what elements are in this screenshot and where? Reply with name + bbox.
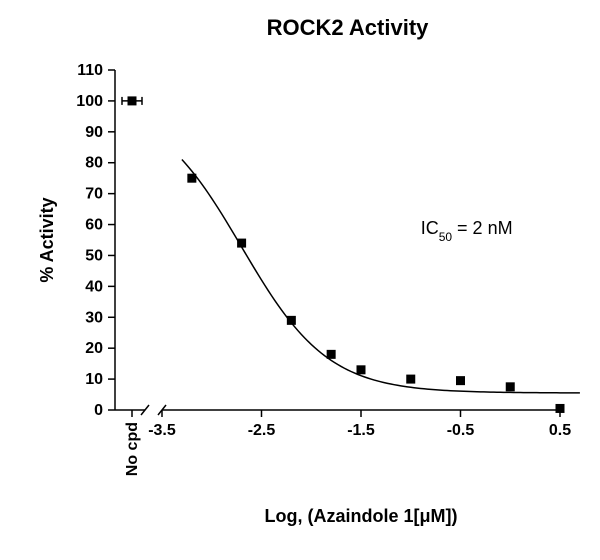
x-tick-label: -3.5 — [148, 422, 176, 439]
data-marker — [456, 376, 465, 385]
y-tick-label: 110 — [77, 62, 103, 79]
fit-curve — [182, 160, 580, 393]
ic50-annotation: IC50 = 2 nM — [421, 218, 513, 244]
y-tick-label: 40 — [85, 278, 103, 295]
y-tick-label: 100 — [76, 93, 103, 110]
y-tick-label: 80 — [85, 155, 103, 172]
x-axis-label: Log, (Azaindole 1[μM]) — [265, 506, 458, 526]
y-tick-label: 20 — [85, 340, 103, 357]
chart-svg: ROCK2 Activity 0 10 20 30 40 50 60 70 80 90 100 110%… — [0, 0, 600, 560]
control-tick-label: No cpd — [124, 422, 141, 476]
y-tick-label: 0 — [94, 402, 103, 419]
y-tick-label: 70 — [85, 186, 103, 203]
chart-title: ROCK2 Activity — [267, 15, 430, 40]
y-tick-label: 90 — [85, 124, 103, 141]
x-tick-label: -0.5 — [447, 422, 475, 439]
y-tick-label: 30 — [85, 309, 103, 326]
data-marker — [237, 239, 246, 248]
y-tick-label: 50 — [85, 247, 103, 264]
data-marker — [506, 382, 515, 391]
x-tick-label: -2.5 — [248, 422, 276, 439]
y-tick-label: 10 — [85, 371, 103, 388]
data-marker — [556, 404, 565, 413]
data-marker — [357, 365, 366, 374]
x-tick-label: 0.5 — [549, 422, 571, 439]
rock2-activity-chart: ROCK2 Activity 0 10 20 30 40 50 60 70 80 90 100 110%… — [0, 0, 600, 560]
y-axis-label: % Activity — [37, 197, 57, 282]
y-tick-label: 60 — [85, 217, 103, 234]
x-tick-label: -1.5 — [347, 422, 375, 439]
data-marker — [187, 174, 196, 183]
data-marker — [327, 350, 336, 359]
data-marker — [287, 316, 296, 325]
data-marker — [406, 375, 415, 384]
